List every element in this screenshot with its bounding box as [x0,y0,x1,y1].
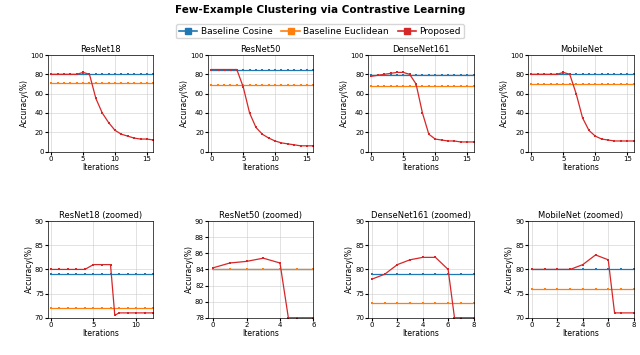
X-axis label: Iterations: Iterations [403,329,439,338]
Title: MobileNet (zoomed): MobileNet (zoomed) [538,211,623,220]
X-axis label: Iterations: Iterations [403,163,439,172]
Y-axis label: Accuracy(%): Accuracy(%) [340,79,349,127]
Y-axis label: Accuracy(%): Accuracy(%) [20,79,29,127]
Title: ResNet50: ResNet50 [241,45,281,54]
Y-axis label: Accuracy(%): Accuracy(%) [180,79,189,127]
Title: MobileNet: MobileNet [559,45,602,54]
Title: ResNet18 (zoomed): ResNet18 (zoomed) [59,211,142,220]
X-axis label: Iterations: Iterations [243,329,279,338]
Title: DenseNet161 (zoomed): DenseNet161 (zoomed) [371,211,471,220]
Title: DenseNet161: DenseNet161 [392,45,449,54]
X-axis label: Iterations: Iterations [82,163,119,172]
Y-axis label: Accuracy(%): Accuracy(%) [24,245,33,294]
X-axis label: Iterations: Iterations [82,329,119,338]
Title: ResNet50 (zoomed): ResNet50 (zoomed) [220,211,302,220]
Y-axis label: Accuracy(%): Accuracy(%) [184,245,193,294]
Y-axis label: Accuracy(%): Accuracy(%) [505,245,514,294]
Y-axis label: Accuracy(%): Accuracy(%) [344,245,354,294]
Y-axis label: Accuracy(%): Accuracy(%) [500,79,509,127]
X-axis label: Iterations: Iterations [243,163,279,172]
X-axis label: Iterations: Iterations [563,163,600,172]
Title: ResNet18: ResNet18 [81,45,121,54]
Legend: Baseline Cosine, Baseline Euclidean, Proposed: Baseline Cosine, Baseline Euclidean, Pro… [177,24,463,38]
X-axis label: Iterations: Iterations [563,329,600,338]
Text: Few-Example Clustering via Contrastive Learning: Few-Example Clustering via Contrastive L… [175,5,465,15]
